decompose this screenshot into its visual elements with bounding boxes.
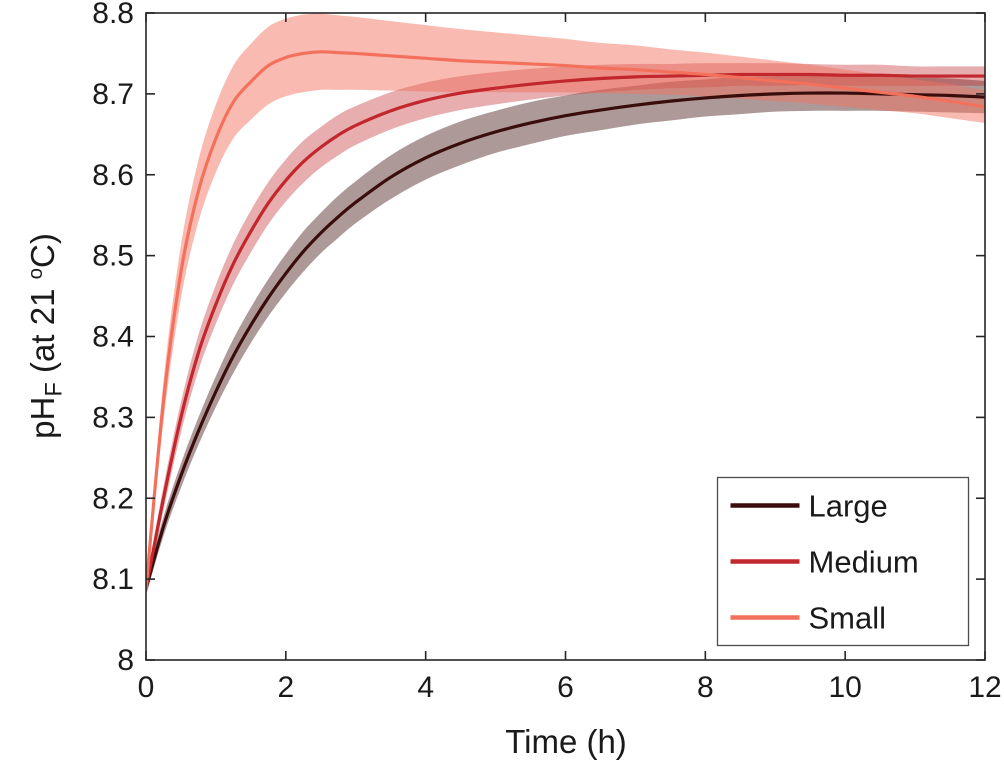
legend-item-large: Large bbox=[730, 489, 888, 524]
y-tick-label: 8.8 bbox=[92, 0, 134, 30]
x-tick-label: 12 bbox=[968, 671, 1001, 704]
y-tick-label: 8.5 bbox=[92, 240, 134, 273]
y-axis-label: pHF (at 21 oC) bbox=[15, 86, 68, 586]
axes-box bbox=[145, 12, 986, 661]
legend-item-small: Small bbox=[730, 601, 887, 636]
x-tick-label: 6 bbox=[557, 671, 574, 704]
y-axis-label-base: pH bbox=[24, 396, 61, 439]
y-axis-label-sup: o bbox=[24, 268, 47, 280]
plot-area bbox=[146, 13, 985, 597]
series-line-medium bbox=[146, 72, 985, 591]
y-tick-label: 8.6 bbox=[92, 159, 134, 192]
y-axis-label-end: C) bbox=[24, 233, 61, 269]
tick-labels: 0 2 4 6 8 10 12 8 8.1 8.2 8.3 8.4 8.5 8.6 8.7 8.8 bbox=[92, 0, 1001, 704]
series-line-large bbox=[146, 91, 985, 591]
y-tick-label: 8.2 bbox=[92, 482, 134, 515]
series-band-large bbox=[146, 75, 985, 596]
x-tick-label: 0 bbox=[138, 671, 155, 704]
series-line-small bbox=[146, 50, 985, 591]
x-tick-label: 4 bbox=[417, 671, 434, 704]
y-axis-label-mid: (at 21 bbox=[24, 279, 61, 383]
x-axis-label: Time (h) bbox=[505, 723, 627, 760]
legend-label: Medium bbox=[809, 545, 919, 580]
legend-label: Large bbox=[809, 489, 888, 524]
y-tick-label: 8.3 bbox=[92, 401, 134, 434]
legend: Large Medium Small bbox=[716, 476, 970, 647]
x-tick-label: 2 bbox=[277, 671, 294, 704]
y-tick-label: 8.4 bbox=[92, 321, 134, 354]
x-tick-label: 8 bbox=[697, 671, 714, 704]
legend-label: Small bbox=[809, 601, 887, 636]
y-tick-label: 8.1 bbox=[92, 563, 134, 596]
y-tick-label: 8.7 bbox=[92, 78, 134, 111]
x-tick-label: 10 bbox=[828, 671, 861, 704]
legend-item-medium: Medium bbox=[730, 545, 919, 580]
y-tick-label: 8 bbox=[117, 644, 134, 677]
y-axis-label-sub: F bbox=[40, 382, 68, 397]
series-band-small bbox=[146, 13, 985, 597]
